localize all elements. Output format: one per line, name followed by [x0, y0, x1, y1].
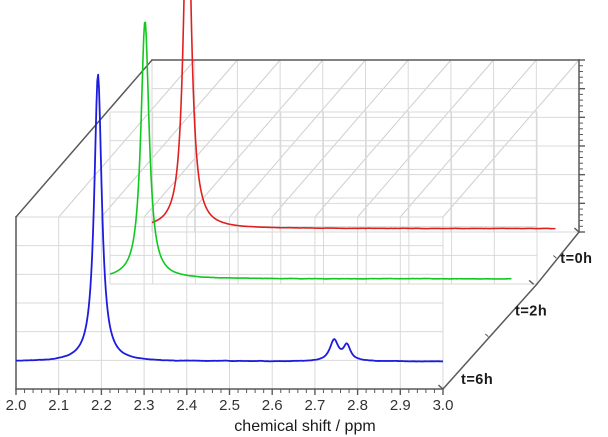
svg-text:2.0: 2.0	[6, 397, 27, 414]
svg-text:2.1: 2.1	[48, 397, 69, 414]
svg-text:2.3: 2.3	[134, 397, 155, 414]
svg-text:t=0h: t=0h	[560, 251, 592, 267]
svg-text:2.6: 2.6	[262, 397, 283, 414]
svg-text:2.5: 2.5	[219, 397, 240, 414]
svg-text:t=6h: t=6h	[461, 372, 493, 388]
svg-text:2.9: 2.9	[390, 397, 411, 414]
svg-text:2.7: 2.7	[304, 397, 325, 414]
svg-text:2.8: 2.8	[347, 397, 368, 414]
svg-text:t=2h: t=2h	[515, 304, 547, 320]
svg-text:chemical shift / ppm: chemical shift / ppm	[234, 418, 375, 435]
svg-text:2.2: 2.2	[91, 397, 112, 414]
svg-text:2.4: 2.4	[176, 397, 197, 414]
svg-text:3.0: 3.0	[433, 397, 454, 414]
